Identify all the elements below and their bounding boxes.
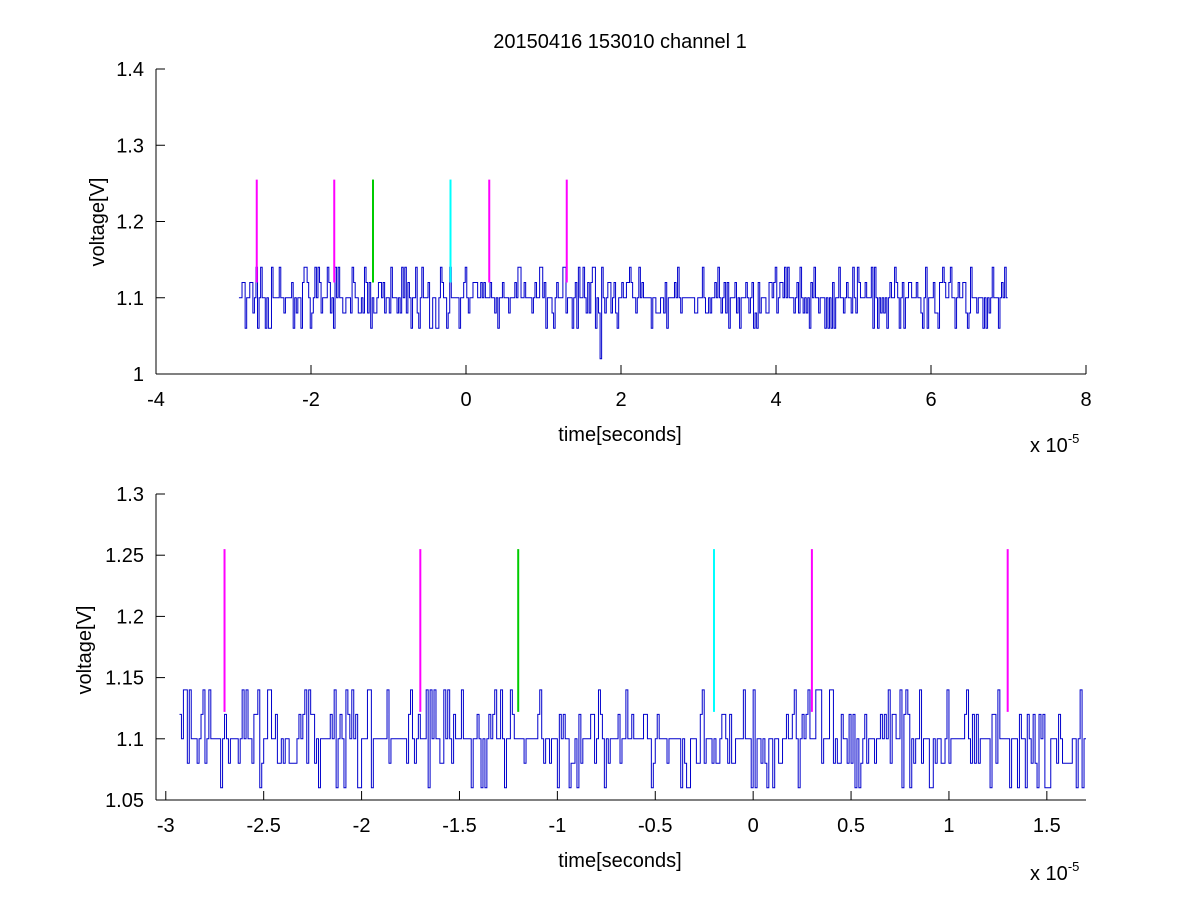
x-tick-label: -1.5 (442, 815, 476, 837)
x-tick-label: -2 (353, 815, 371, 837)
bottom-x-multiplier: x 10-5 (1030, 859, 1079, 885)
x-tick-label: 0 (748, 815, 759, 837)
x-tick-label: 6 (925, 389, 936, 411)
x-tick-label: 4 (770, 389, 781, 411)
x-tick-label: 2 (615, 389, 626, 411)
x-tick-label: -3 (157, 815, 175, 837)
chart-title: 20150416 153010 channel 1 (493, 31, 747, 53)
y-tick-label: 1.2 (116, 606, 144, 628)
top-x-multiplier: x 10-5 (1030, 431, 1079, 457)
top-chart: -4 -2 0 2 4 6 8 1 1.1 1.2 1.3 1.4 (116, 59, 1091, 411)
y-tick-label: 1.1 (116, 729, 144, 751)
voltage-trace-line (179, 689, 1086, 789)
x-tick-label: 0.5 (837, 815, 865, 837)
x-tick-label: 1 (943, 815, 954, 837)
x-tick-label: -2 (302, 389, 320, 411)
x-tick-label: -4 (147, 389, 165, 411)
top-x-axis-label: time[seconds] (558, 424, 681, 446)
bottom-x-axis-label: time[seconds] (558, 850, 681, 872)
voltage-trace-line (238, 266, 1008, 360)
y-tick-label: 1 (133, 364, 144, 386)
y-tick-label: 1.25 (105, 545, 144, 567)
x-tick-label: -0.5 (638, 815, 672, 837)
x-tick-label: -2.5 (246, 815, 280, 837)
y-tick-label: 1.4 (116, 59, 144, 81)
top-y-axis-label: voltage[V] (87, 178, 109, 267)
x-tick-label: 0 (460, 389, 471, 411)
x-tick-label: 8 (1080, 389, 1091, 411)
bottom-y-axis-label: voltage[V] (74, 606, 96, 695)
x-tick-label: 1.5 (1033, 815, 1061, 837)
y-tick-label: 1.05 (105, 790, 144, 812)
x-tick-label: -1 (548, 815, 566, 837)
y-tick-label: 1.1 (116, 288, 144, 310)
bottom-chart: -3 -2.5 -2 -1.5 -1 -0.5 0 0.5 1 1.5 1.05 1.1 1.15 1.2… (105, 484, 1086, 837)
y-tick-label: 1.2 (116, 212, 144, 234)
y-tick-label: 1.15 (105, 668, 144, 690)
y-tick-label: 1.3 (116, 484, 144, 506)
y-tick-label: 1.3 (116, 135, 144, 157)
